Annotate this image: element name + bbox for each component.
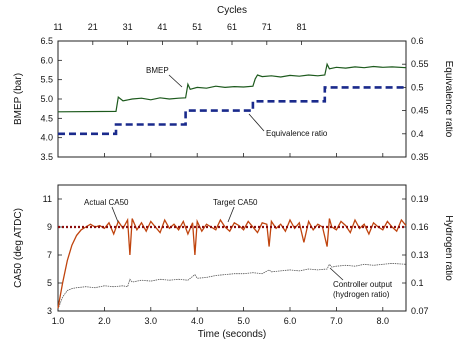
bottom-ylabel-left: CA50 (deg ATDC) <box>13 208 24 288</box>
top-cycle-tick-label: 41 <box>157 22 167 32</box>
top-cycle-tick-label: 71 <box>262 22 272 32</box>
top-right-tick-label: 0.4 <box>411 129 424 139</box>
annotation-bmep: BMEP <box>146 66 169 75</box>
top-axis-label-cycles: Cycles <box>217 5 247 16</box>
bottom-right-tick-label: 0.1 <box>411 278 424 288</box>
annotation-controller-output-sub: (hydrogen ratio) <box>333 290 390 299</box>
bottom-left-tick-label: 3 <box>47 306 52 316</box>
annotation-actual-ca50: Actual CA50 <box>84 198 129 207</box>
bottom-x-tick-label: 6.0 <box>284 316 297 326</box>
series-bmep <box>57 62 407 113</box>
top-cycle-tick-label: 11 <box>53 22 62 32</box>
top-right-tick-label: 0.45 <box>411 106 429 116</box>
top-plot-frame <box>57 40 407 158</box>
top-left-tick-label: 3.5 <box>40 152 53 162</box>
bottom-x-tick-label: 8.0 <box>377 316 390 326</box>
bottom-plot-frame <box>57 184 407 312</box>
top-left-tick-label: 4.5 <box>40 113 53 123</box>
annotation-equivalence-ratio: Equivalence ratio <box>266 129 328 138</box>
top-cycle-tick-label: 31 <box>123 22 133 32</box>
top-left-tick-label: 6.5 <box>40 36 53 46</box>
bottom-x-tick-label: 5.0 <box>237 316 250 326</box>
bottom-right-tick-label: 0.13 <box>411 250 429 260</box>
top-right-tick-label: 0.55 <box>411 59 429 69</box>
bottom-series <box>57 217 407 310</box>
annotation-target-ca50: Target CA50 <box>213 198 258 207</box>
top-left-tick-label: 6.0 <box>40 55 53 65</box>
bottom-x-tick-label: 2.0 <box>98 316 111 326</box>
top-left-tick-label: 5.5 <box>40 75 53 85</box>
bottom-left-tick-label: 5 <box>47 278 52 288</box>
annotation-actual-ca50-arrow <box>111 206 119 223</box>
top-ylabel-left: BMEP (bar) <box>13 73 24 125</box>
annotation-controller-output: Controller output <box>333 280 393 289</box>
top-panel: 11 21 31 41 51 61 71 81 3.5 4.0 4.5 5.0 5.5 6.0 6.5 0.3… <box>13 5 453 162</box>
bottom-ylabel-right: Hydrogen ratio <box>443 215 453 281</box>
series-equivalence-ratio <box>58 86 406 136</box>
bottom-x-tick-label: 1.0 <box>52 316 65 326</box>
bottom-right-tick-label: 0.19 <box>411 194 429 204</box>
top-series <box>57 62 407 136</box>
top-left-tick-label: 4.0 <box>40 133 53 143</box>
top-ticks: 11 21 31 41 51 61 71 81 3.5 4.0 4.5 5.0 5.5 6.0 6.5 0.3… <box>40 22 428 162</box>
top-right-tick-label: 0.6 <box>411 36 424 46</box>
top-ylabel-right: Equivalence ratio <box>443 61 453 138</box>
bottom-panel: 1.0 2.0 3.0 4.0 5.0 6.0 7.0 8.0 3 5 7 9 11 0.07 0.1 0.1… <box>13 184 453 340</box>
top-right-tick-label: 0.35 <box>411 152 429 162</box>
bottom-xlabel: Time (seconds) <box>198 329 267 340</box>
top-cycle-tick-label: 21 <box>88 22 98 32</box>
top-left-tick-label: 5.0 <box>40 94 53 104</box>
top-cycle-tick-label: 61 <box>227 22 237 32</box>
bottom-x-tick-label: 7.0 <box>330 316 343 326</box>
annotation-bmep-arrow <box>168 74 183 88</box>
top-cycle-tick-label: 51 <box>192 22 202 32</box>
bottom-left-tick-label: 9 <box>47 222 52 232</box>
series-controller-output-hydrogen-ratio <box>57 262 407 310</box>
annotation-equivalence-ratio-arrow <box>248 113 265 132</box>
annotation-controller-output-arrow <box>329 267 344 281</box>
bottom-x-tick-label: 4.0 <box>191 316 204 326</box>
bottom-right-tick-label: 0.07 <box>411 306 429 316</box>
top-right-tick-label: 0.5 <box>411 82 424 92</box>
bottom-left-tick-label: 7 <box>47 250 52 260</box>
bottom-left-tick-label: 11 <box>43 194 52 204</box>
top-cycle-tick-label: 81 <box>297 22 307 32</box>
bottom-right-tick-label: 0.16 <box>411 222 429 232</box>
bottom-x-tick-label: 3.0 <box>145 316 158 326</box>
annotation-target-ca50-arrow <box>227 206 235 223</box>
bottom-ticks: 1.0 2.0 3.0 4.0 5.0 6.0 7.0 8.0 3 5 7 9 11 0.07 0.1 0.1… <box>43 194 429 326</box>
